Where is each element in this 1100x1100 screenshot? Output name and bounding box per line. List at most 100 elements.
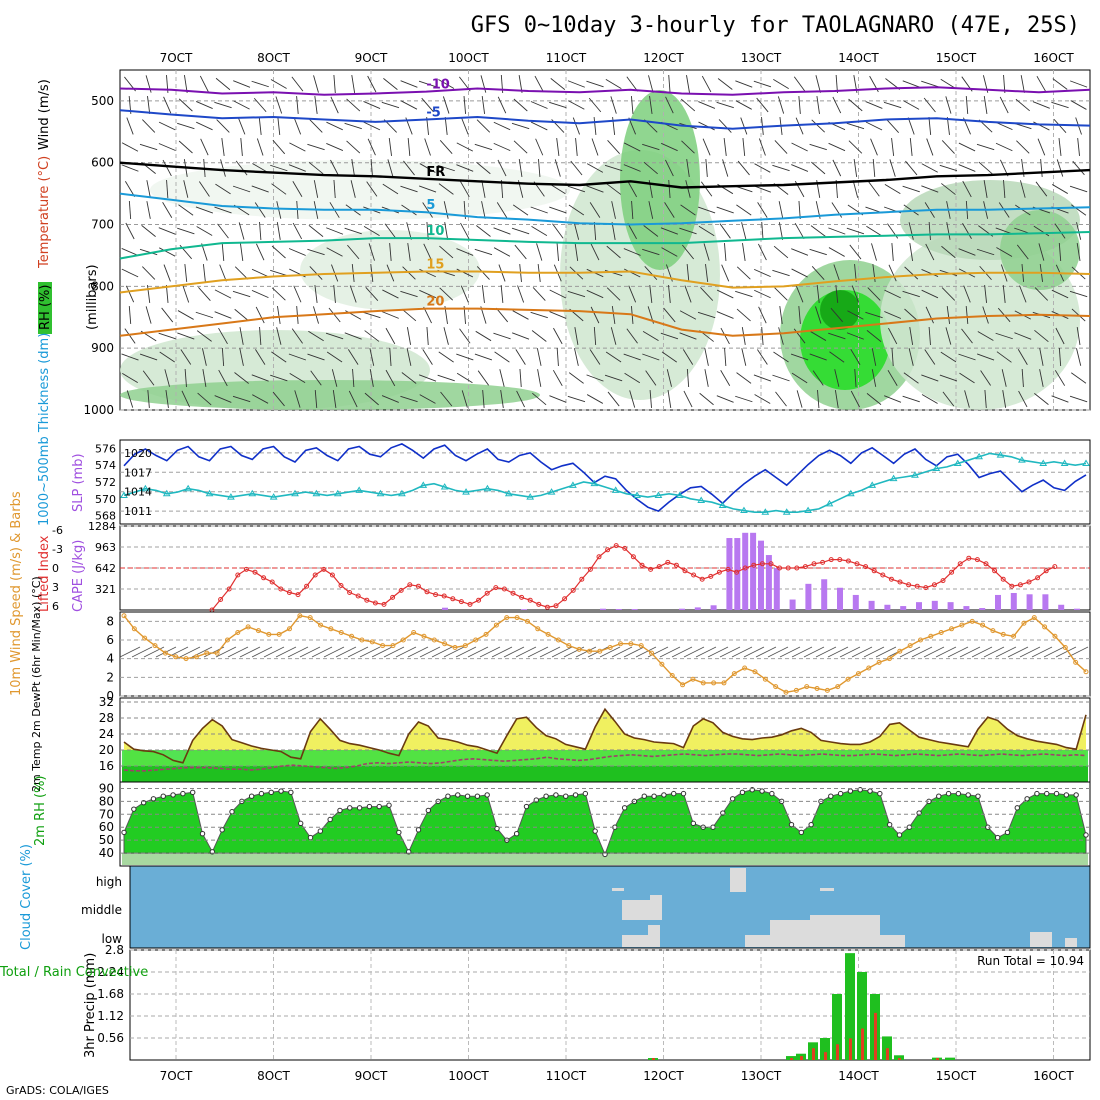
wind-barb [941, 287, 956, 301]
wind-barb [871, 369, 877, 387]
cape-grid [120, 525, 1090, 590]
wind-10m-barb [335, 646, 357, 658]
wind-barb [326, 351, 343, 363]
wind-speed-point [721, 680, 727, 686]
wind-10m-barb [611, 646, 633, 658]
wind-barb [996, 351, 1012, 363]
thickness-marker [590, 479, 599, 487]
wind-barb [648, 201, 654, 219]
wind-barb [419, 394, 436, 404]
cape-bar [710, 605, 717, 610]
rh-point [317, 828, 324, 834]
wind-barb [754, 289, 771, 299]
thickness-marker [1060, 459, 1069, 467]
wind-barb [921, 185, 939, 193]
cloud-blocks [612, 868, 1077, 947]
wind-barb [456, 353, 474, 361]
wind-barb [163, 96, 172, 114]
precip-convective-bar [812, 1048, 815, 1060]
ylabel-thickness: 1000~500mb Thickness (dm) [37, 333, 52, 526]
wind-barb [500, 284, 504, 304]
rh-point [798, 829, 805, 836]
wind-10m-barb [227, 646, 249, 658]
wind-10m-speed-line [121, 613, 1089, 695]
wind-barb [884, 289, 901, 299]
wind-barb [1051, 101, 1069, 109]
wind-barb [1072, 160, 1085, 176]
wind-10m-barb [551, 646, 573, 658]
wind-barb [476, 225, 491, 237]
thickness-marker [889, 474, 898, 482]
wind-barb [697, 311, 716, 319]
lifted-index-point [295, 592, 301, 598]
rh-point [131, 806, 137, 812]
rh-point [180, 790, 186, 797]
wind-barb [815, 75, 821, 93]
wind-barb [681, 244, 695, 260]
wind-barb [422, 202, 433, 218]
wind-barb [984, 285, 988, 303]
rh-2m-fill [121, 787, 1089, 865]
wind-barb [177, 332, 195, 340]
wind-barb [593, 326, 597, 346]
wind-barb [126, 117, 134, 135]
wind-barb [575, 137, 578, 157]
wind-barb [442, 96, 450, 114]
rh-point [671, 790, 677, 797]
thickness-marker [333, 489, 342, 497]
wind-speed-point [845, 676, 851, 682]
wind-barb [903, 372, 919, 384]
wind-barb [456, 268, 474, 278]
rh-tick: 40 [99, 846, 114, 860]
wind-barb [701, 75, 712, 93]
wind-barb [611, 306, 616, 324]
rh-point [366, 803, 373, 810]
rh-point [396, 829, 402, 836]
wind-barb [815, 306, 822, 324]
wind-barb [735, 290, 753, 298]
wind-barb [812, 370, 824, 386]
wind-speed-point [121, 613, 127, 619]
wind-speed-point [886, 656, 892, 662]
wind-speed-point [1021, 620, 1027, 626]
rh-point [572, 792, 579, 798]
wind-barb [145, 306, 152, 324]
wind-barb [735, 80, 753, 88]
wind-barb [753, 80, 772, 88]
wind-barb [256, 243, 265, 261]
wind-tick: 8 [106, 614, 114, 628]
thickness-marker [932, 464, 941, 472]
thickness-marker [227, 493, 235, 500]
wind-10m-barb [251, 646, 273, 658]
wind-barb [201, 348, 207, 366]
wind-barb [946, 222, 951, 240]
wind-speed-point [493, 622, 499, 628]
wind-barb [308, 225, 324, 237]
wind-barb [772, 269, 790, 277]
wind-barb [958, 353, 976, 361]
wind-speed-point [535, 626, 541, 632]
wind-barb [314, 285, 318, 303]
wind-barb [961, 328, 973, 344]
wind-barb [846, 227, 865, 235]
wind-barb [382, 289, 399, 299]
wind-barb [272, 391, 285, 407]
wind-barb [795, 285, 804, 303]
wind-barb [232, 395, 251, 403]
wind-speed-point [680, 682, 686, 688]
wind-barb [684, 285, 692, 303]
lifted-index-point [364, 597, 370, 603]
wind-barb [536, 243, 543, 261]
wind-barb [846, 332, 864, 340]
wind-barb [195, 206, 214, 214]
wind-barb [871, 348, 877, 366]
wind-barb [550, 78, 566, 90]
wind-barb [798, 200, 801, 220]
wind-barb [424, 138, 431, 156]
wind-barb [810, 331, 827, 341]
wind-barb [793, 76, 806, 92]
lifted-index-point [390, 594, 396, 600]
wind-barb [629, 390, 636, 408]
wind-barb [476, 161, 491, 175]
cloud-block [770, 920, 810, 947]
